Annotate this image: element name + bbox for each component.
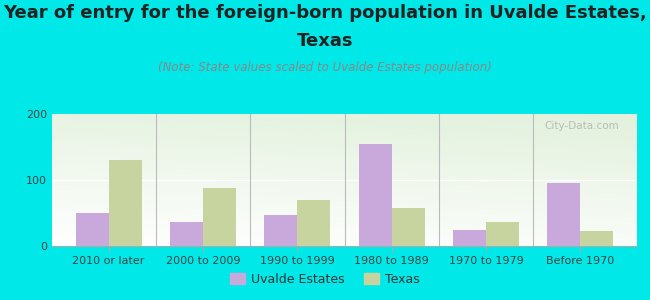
Bar bbox=[392, 208, 424, 246]
Bar bbox=[170, 222, 203, 246]
Bar bbox=[297, 200, 330, 246]
Bar bbox=[453, 230, 486, 246]
Bar bbox=[359, 144, 392, 246]
Bar bbox=[75, 213, 109, 246]
Bar bbox=[203, 188, 236, 246]
Bar bbox=[580, 232, 614, 246]
Bar bbox=[547, 183, 580, 246]
Text: Year of entry for the foreign-born population in Uvalde Estates,: Year of entry for the foreign-born popul… bbox=[3, 4, 647, 22]
Bar bbox=[265, 215, 297, 246]
Text: City-Data.com: City-Data.com bbox=[545, 121, 619, 130]
Text: (Note: State values scaled to Uvalde Estates population): (Note: State values scaled to Uvalde Est… bbox=[158, 61, 492, 74]
Bar bbox=[109, 160, 142, 246]
Legend: Uvalde Estates, Texas: Uvalde Estates, Texas bbox=[225, 268, 425, 291]
Bar bbox=[486, 222, 519, 246]
Text: Texas: Texas bbox=[297, 32, 353, 50]
